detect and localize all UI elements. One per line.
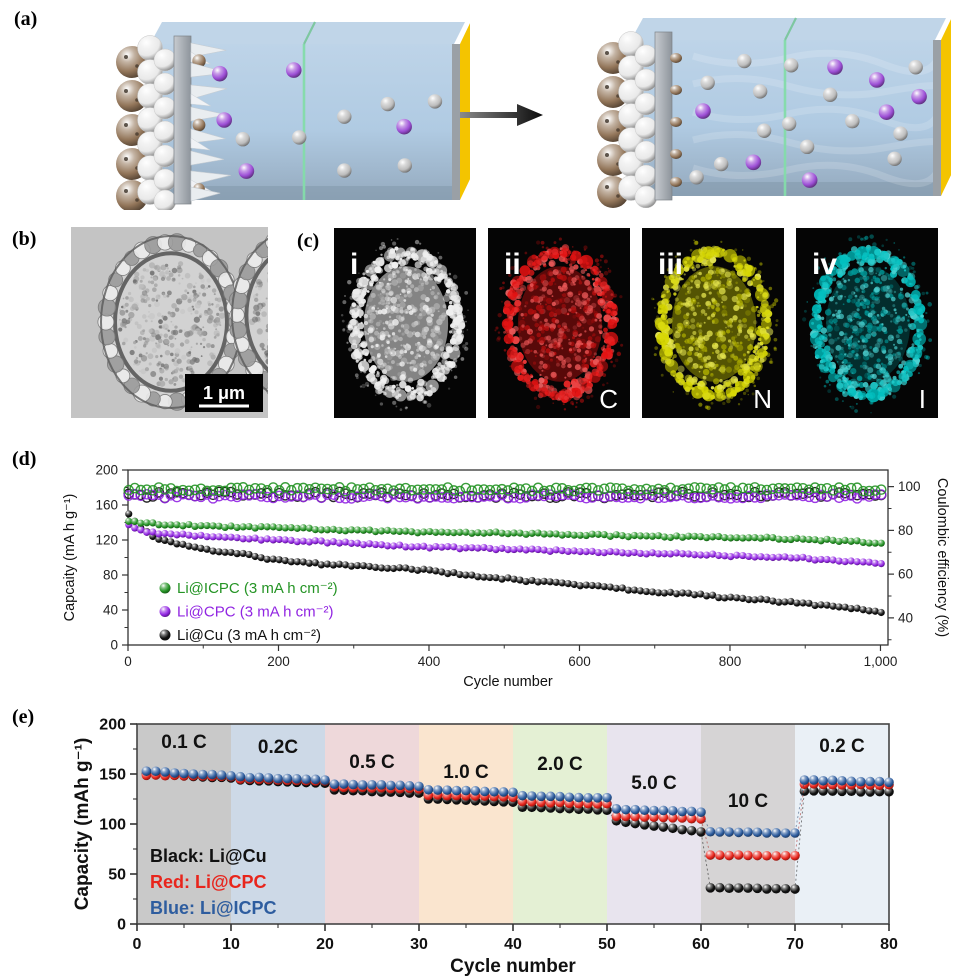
- d-x-tick-label: 600: [568, 654, 591, 669]
- scale-bar-label: 1 μm: [203, 383, 245, 403]
- eds-element-label: I: [919, 384, 926, 414]
- d-y-right-tick-label: 100: [898, 479, 921, 494]
- e-legend-item: Black: Li@Cu: [150, 846, 267, 866]
- e-x-tick-label: 80: [880, 936, 898, 953]
- e-y-axis-label: Capacity (mAh g⁻¹): [72, 738, 93, 911]
- d-y-left-tick-label: 120: [95, 533, 118, 548]
- rate-region-label: 0.1 C: [161, 732, 207, 753]
- d-y-left-tick-label: 0: [110, 638, 118, 653]
- d-x-tick-label: 1,000: [864, 654, 898, 669]
- eds-element-label: C: [599, 384, 618, 414]
- d-y-left-axis-label: Capcaity (mA h g⁻¹): [62, 494, 78, 622]
- d-y-left-tick-label: 80: [103, 568, 118, 583]
- rate-region-label: 0.5 C: [349, 752, 395, 773]
- e-x-tick-label: 10: [222, 936, 240, 953]
- e-x-tick-label: 30: [410, 936, 428, 953]
- schematic-before: [116, 21, 470, 210]
- rate-capability-chart: 0.1 C 0.2C 0.5 C 1.0 C 2.0 C 5.0 C 10 C 0.2 C 0 1…: [72, 717, 898, 978]
- rate-region-label: 2.0 C: [537, 754, 583, 775]
- eds-map-iii: iii N: [642, 228, 784, 418]
- e-y-tick-label: 50: [108, 867, 126, 884]
- e-legend-item: Red: Li@CPC: [150, 872, 267, 892]
- e-x-tick-label: 50: [598, 936, 616, 953]
- eds-index-label: iii: [658, 248, 683, 281]
- panel-b-label: (b): [12, 228, 37, 250]
- d-x-tick-label: 0: [124, 654, 132, 669]
- cycling-performance-chart: 0 200 400 600 800 1,000 0 40 80 120 160 200 40 60 80 10…: [62, 463, 950, 691]
- e-x-tick-label: 70: [786, 936, 804, 953]
- d-y-left-tick-label: 200: [95, 463, 118, 478]
- e-legend-item: Blue: Li@ICPC: [150, 898, 277, 918]
- eds-element-label: N: [753, 384, 772, 414]
- d-y-left-tick-label: 40: [103, 603, 118, 618]
- d-y-right-tick-label: 40: [898, 610, 913, 625]
- d-legend-item: Li@ICPC (3 mA h cm⁻²): [177, 580, 338, 597]
- eds-map-i: i: [334, 228, 476, 418]
- rate-region-label: 1.0 C: [443, 762, 489, 783]
- rate-region-label: 5.0 C: [631, 773, 677, 794]
- e-x-axis-label: Cycle number: [450, 956, 576, 977]
- d-x-tick-label: 800: [719, 654, 742, 669]
- transition-arrow-icon: [460, 104, 543, 126]
- d-x-axis-label: Cycle number: [463, 674, 553, 690]
- panel-a-label: (a): [14, 8, 38, 30]
- eds-index-label: iv: [812, 248, 837, 281]
- d-x-tick-label: 200: [267, 654, 290, 669]
- d-x-tick-label: 400: [418, 654, 441, 669]
- panel-e-label: (e): [12, 706, 35, 728]
- tem-image: 1 μm: [71, 227, 268, 418]
- eds-index-label: i: [350, 248, 358, 281]
- panel-c-label: (c): [297, 230, 320, 252]
- e-x-tick-label: 0: [133, 936, 142, 953]
- e-y-tick-label: 100: [99, 817, 126, 834]
- d-y-left-tick-label: 160: [95, 498, 118, 513]
- rate-region-label: 0.2C: [258, 737, 298, 758]
- schematic-after: [597, 17, 951, 208]
- d-y-right-axis-label: Coulombic efficiency (%): [934, 478, 950, 637]
- rate-region-label: 0.2 C: [819, 736, 865, 757]
- e-y-tick-label: 200: [99, 717, 126, 734]
- e-x-tick-label: 60: [692, 936, 710, 953]
- d-y-right-tick-label: 80: [898, 523, 913, 538]
- e-x-tick-label: 20: [316, 936, 334, 953]
- eds-map-ii: ii C: [488, 228, 630, 418]
- e-x-tick-label: 40: [504, 936, 522, 953]
- d-legend-item: Li@CPC (3 mA h cm⁻²): [177, 604, 334, 621]
- e-y-tick-label: 150: [99, 767, 126, 784]
- eds-index-label: ii: [504, 248, 521, 281]
- e-y-tick-label: 0: [117, 917, 126, 934]
- eds-map-iv: iv I: [796, 228, 938, 418]
- panel-d-label: (d): [12, 448, 37, 470]
- rate-region-label: 10 C: [728, 791, 768, 812]
- d-y-right-tick-label: 60: [898, 567, 913, 582]
- d-legend-item: Li@Cu (3 mA h cm⁻²): [177, 627, 321, 644]
